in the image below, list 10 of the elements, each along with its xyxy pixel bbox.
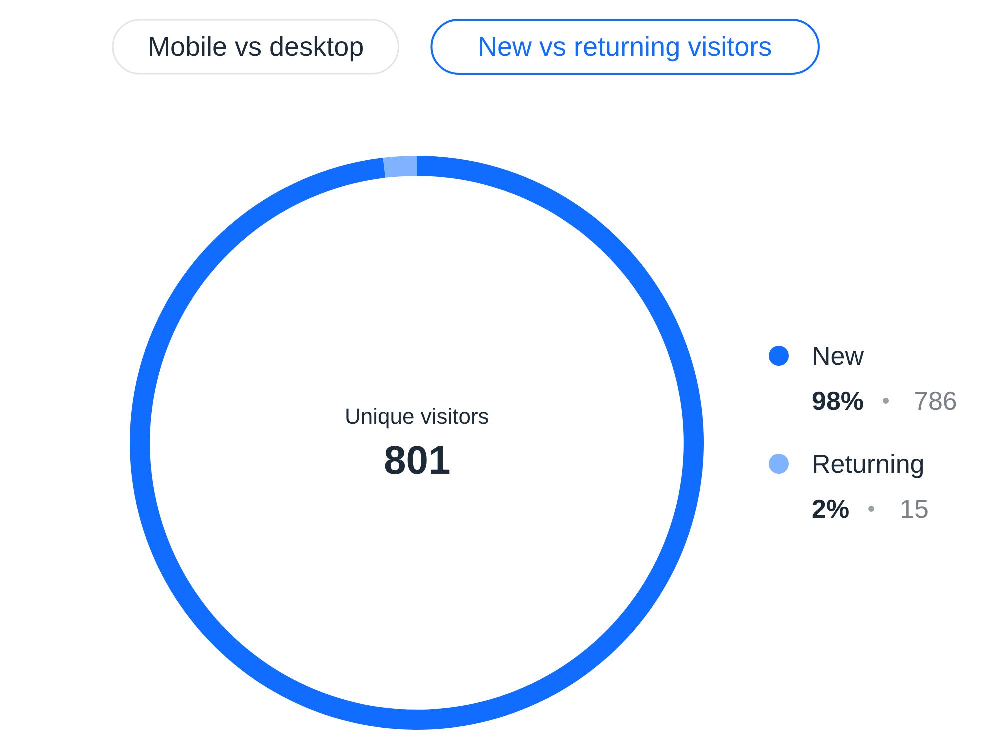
data-label: 15 [900, 494, 929, 524]
data-label: 786 [914, 386, 958, 416]
text: Unique visitors [345, 404, 490, 429]
text: 801 [384, 439, 451, 483]
text: 2% [812, 494, 850, 524]
text: Mobile vs desktop [148, 32, 364, 62]
legend-label: New [812, 341, 864, 371]
chart-title: New vs returning visitors [478, 32, 772, 62]
text: 98% [812, 386, 864, 416]
legend-label: Returning [812, 449, 925, 479]
